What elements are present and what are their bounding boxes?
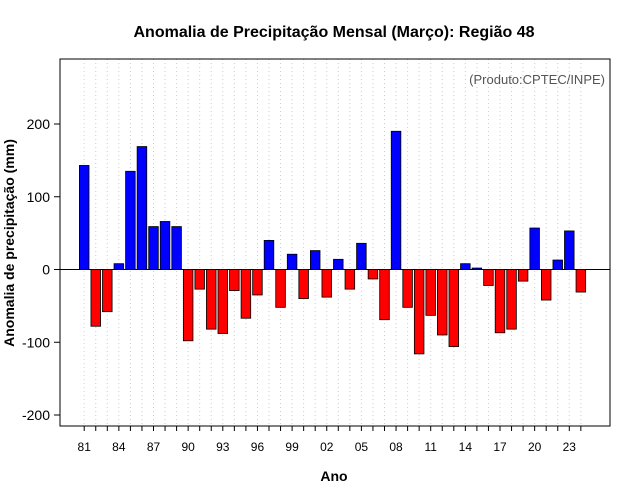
bar-95 bbox=[240, 269, 252, 319]
bar-82 bbox=[90, 269, 101, 327]
x-tick-label: 87 bbox=[147, 440, 161, 454]
bar-09 bbox=[402, 269, 413, 308]
y-axis: -200 -100 0 100 200 bbox=[22, 116, 60, 423]
x-tick-label: 96 bbox=[251, 440, 265, 454]
bar-88 bbox=[159, 221, 171, 270]
bar-91 bbox=[194, 269, 205, 290]
bar-19 bbox=[517, 269, 529, 282]
bar-03 bbox=[333, 258, 344, 270]
x-tick-label: 84 bbox=[112, 440, 126, 454]
bar-89 bbox=[171, 226, 182, 270]
x-tick-label: 02 bbox=[320, 440, 334, 454]
bar-93 bbox=[217, 269, 229, 334]
bar-81 bbox=[79, 165, 90, 270]
x-tick-label: 23 bbox=[563, 440, 577, 454]
bar-98 bbox=[275, 269, 286, 308]
y-tick-label: -100 bbox=[22, 334, 50, 350]
bar-14 bbox=[460, 263, 471, 270]
x-tick-label: 11 bbox=[424, 440, 437, 454]
chart-title: Anomalia de Precipitação Mensal (Março):… bbox=[133, 24, 534, 41]
bar-85 bbox=[125, 170, 136, 270]
x-tick-label: 05 bbox=[355, 440, 369, 454]
x-tick-label: 17 bbox=[493, 440, 507, 454]
x-axis: 81 84 87 90 93 96 99 02 05 08 11 14 17 20 23 bbox=[78, 426, 582, 454]
bar-00 bbox=[298, 269, 309, 300]
bar-01 bbox=[309, 250, 321, 270]
bar-18 bbox=[506, 269, 517, 330]
bar-86 bbox=[136, 146, 148, 270]
bar-02 bbox=[321, 269, 332, 298]
bar-92 bbox=[206, 269, 217, 330]
y-tick-label: -200 bbox=[22, 407, 50, 423]
bar-99 bbox=[286, 253, 298, 270]
bar-90 bbox=[182, 269, 194, 342]
bar-22 bbox=[552, 259, 563, 270]
x-tick-label: 93 bbox=[216, 440, 230, 454]
bar-94 bbox=[229, 269, 240, 291]
bar-20 bbox=[529, 227, 540, 270]
bar-13 bbox=[448, 269, 460, 348]
bar-16 bbox=[483, 269, 494, 286]
y-tick-label: 200 bbox=[27, 116, 51, 132]
y-tick-label: 0 bbox=[42, 262, 50, 278]
bar-87 bbox=[148, 226, 159, 270]
bar-21 bbox=[541, 269, 552, 301]
bar-12 bbox=[437, 269, 448, 336]
bar-97 bbox=[263, 239, 275, 270]
y-tick-label: 100 bbox=[27, 189, 51, 205]
bar-23 bbox=[564, 230, 575, 270]
bars bbox=[79, 130, 587, 355]
x-tick-label: 14 bbox=[459, 440, 473, 454]
bar-10 bbox=[413, 269, 425, 355]
x-tick-label: 20 bbox=[528, 440, 542, 454]
bar-05 bbox=[356, 242, 367, 270]
bar-96 bbox=[252, 269, 263, 296]
source-annotation: (Produto:CPTEC/INPE) bbox=[469, 72, 605, 87]
bar-04 bbox=[344, 269, 356, 290]
bar-24 bbox=[575, 269, 587, 293]
bar-08 bbox=[390, 130, 402, 270]
x-tick-label: 08 bbox=[389, 440, 403, 454]
bar-84 bbox=[113, 263, 125, 270]
bar-11 bbox=[425, 269, 436, 316]
x-tick-label: 90 bbox=[181, 440, 195, 454]
bar-06 bbox=[367, 269, 379, 280]
x-axis-label: Ano bbox=[320, 468, 347, 484]
bar-07 bbox=[379, 269, 390, 321]
y-axis-label: Anomalia de precipitação (mm) bbox=[1, 139, 17, 347]
x-tick-label: 99 bbox=[285, 440, 299, 454]
bar-83 bbox=[102, 269, 113, 313]
plot-frame bbox=[59, 58, 611, 427]
bar-15 bbox=[471, 267, 483, 270]
x-tick-label: 81 bbox=[78, 440, 92, 454]
bar-17 bbox=[494, 269, 506, 334]
